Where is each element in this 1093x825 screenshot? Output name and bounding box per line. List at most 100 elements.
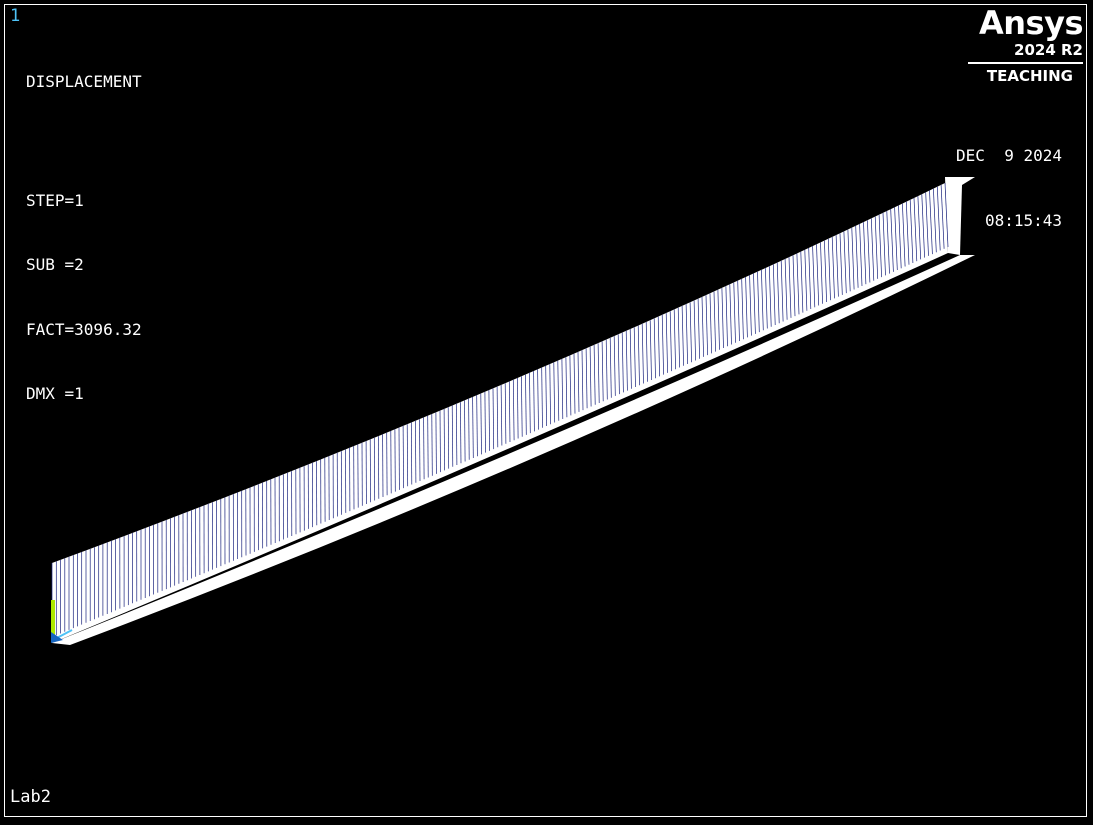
mesh-line	[697, 298, 700, 359]
mesh-line	[529, 372, 531, 434]
beam-bottom-flange	[52, 255, 975, 645]
mesh-line	[613, 336, 616, 396]
mesh-line	[909, 199, 914, 264]
mesh-line	[898, 205, 902, 269]
mesh-line	[512, 379, 515, 441]
mesh-line	[804, 249, 808, 311]
legend-dmx: DMX =1	[26, 384, 84, 403]
mesh-line	[476, 395, 478, 457]
mesh-line	[581, 350, 584, 411]
mesh-line	[677, 307, 680, 368]
mesh-line	[653, 318, 656, 379]
mesh-line	[480, 393, 482, 455]
mesh-line	[867, 220, 871, 283]
window-number: 1	[10, 6, 21, 26]
mesh-line	[749, 275, 752, 336]
mesh-line	[831, 236, 835, 299]
mesh-line	[689, 302, 692, 363]
logo-edition: TEACHING	[986, 67, 1073, 85]
mesh-line	[835, 235, 839, 297]
mesh-line	[439, 410, 441, 473]
mesh-line	[504, 383, 507, 444]
mesh-line	[541, 367, 543, 428]
mesh-line	[617, 334, 620, 395]
plot-date: DEC 9 2024	[956, 146, 1062, 165]
mesh-line	[589, 346, 592, 407]
mesh-line	[451, 405, 454, 467]
mesh-line	[847, 229, 851, 292]
mesh-line	[561, 358, 564, 420]
mesh-line	[645, 321, 648, 382]
mesh-line	[757, 271, 760, 333]
mesh-line	[508, 381, 511, 443]
mesh-line	[851, 227, 855, 290]
mesh-line	[784, 258, 788, 320]
mesh-line	[936, 186, 941, 251]
logo-brand: Ansys	[979, 4, 1084, 42]
mesh-line	[431, 414, 433, 476]
mesh-line	[870, 218, 875, 281]
mesh-line	[565, 357, 568, 418]
mesh-line	[917, 196, 922, 260]
mesh-line	[545, 365, 547, 427]
mesh-line	[496, 386, 499, 448]
mesh-line	[577, 351, 580, 412]
mesh-line	[468, 398, 470, 460]
mesh-line	[761, 269, 764, 331]
mesh-line	[637, 325, 640, 386]
mesh-line	[573, 353, 576, 414]
logo-version: 2024 R2	[1014, 41, 1083, 59]
mesh-line	[415, 420, 417, 483]
mesh-line	[537, 369, 539, 430]
mesh-line	[633, 327, 636, 388]
beam-end-section	[945, 177, 962, 255]
mesh-line	[713, 291, 716, 352]
mesh-line	[796, 253, 800, 315]
mesh-line	[649, 320, 652, 381]
jobname-label: Lab2	[10, 787, 51, 807]
mesh-line	[863, 222, 867, 285]
plot-time: 08:15:43	[984, 210, 1062, 230]
mesh-line	[447, 407, 450, 469]
mesh-line	[427, 415, 429, 478]
mesh-line	[933, 188, 937, 253]
mesh-line	[859, 224, 863, 287]
mesh-line	[709, 293, 712, 354]
mesh-line	[406, 424, 409, 487]
mesh-line	[484, 391, 486, 453]
beam-web-face	[52, 183, 948, 643]
plot-datetime: DEC 9 2024 08:15:43	[956, 102, 1062, 253]
mesh-line	[721, 287, 724, 349]
mesh-line	[705, 295, 708, 356]
mesh-line	[913, 197, 918, 262]
mesh-line	[605, 339, 608, 400]
triad-z-axis	[51, 632, 63, 643]
mesh-line	[925, 192, 929, 256]
mesh-line	[792, 255, 796, 317]
graphics-window-frame[interactable]	[4, 4, 1087, 817]
mesh-line	[701, 296, 704, 357]
mesh-line	[464, 400, 466, 462]
mesh-line	[765, 268, 768, 329]
mesh-line	[685, 304, 688, 365]
mesh-line	[944, 182, 949, 248]
mesh-line	[472, 396, 474, 459]
mesh-line	[625, 330, 628, 391]
mesh-line	[585, 348, 588, 409]
mesh-line	[460, 402, 462, 464]
mesh-line	[669, 311, 672, 372]
mesh-line	[874, 216, 879, 279]
mesh-line	[621, 332, 624, 393]
mesh-line	[733, 282, 736, 343]
mesh-line	[681, 305, 684, 366]
mesh-line	[776, 262, 780, 324]
mesh-line	[593, 344, 596, 405]
mesh-line	[816, 244, 820, 306]
mesh-line	[517, 377, 519, 439]
mesh-line	[768, 266, 772, 327]
mesh-line	[800, 251, 804, 313]
mesh-line	[492, 388, 495, 450]
mesh-line	[886, 211, 890, 274]
mesh-line	[839, 233, 843, 295]
